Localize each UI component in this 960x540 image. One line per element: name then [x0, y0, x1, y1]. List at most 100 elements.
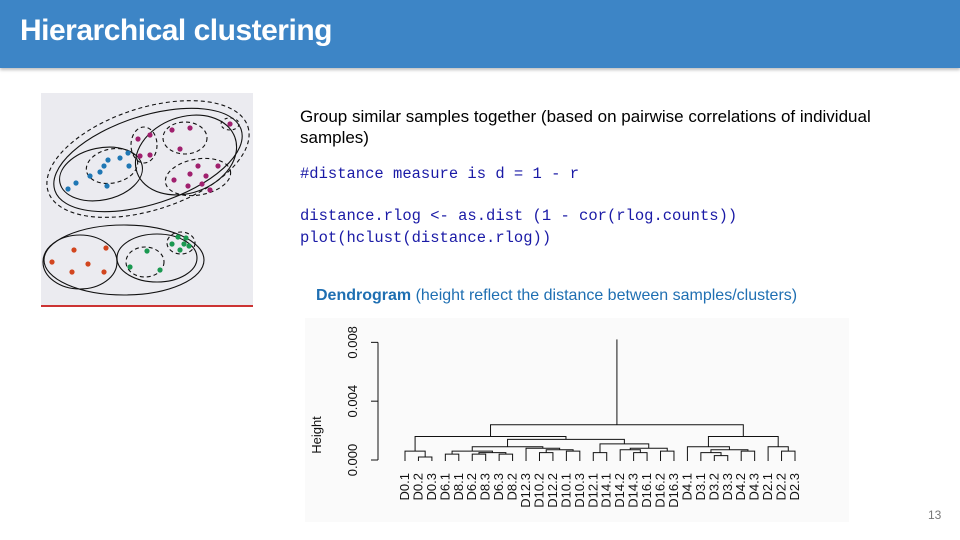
y-tick-label: 0.008: [345, 326, 360, 359]
red-sample-point: [103, 245, 109, 251]
magenta-sample-point: [207, 187, 213, 193]
magenta-sample-point: [137, 153, 143, 159]
dendrogram-chart: 0.000 0.004 0.008 Height D0.1 D0.2 D0.3 D6.1 D8.…: [305, 318, 849, 522]
y-axis: [371, 341, 379, 461]
dendrogram-link: [599, 443, 650, 453]
leaf-label: D4.1: [679, 473, 694, 500]
dendrogram-link: [490, 424, 744, 437]
leaf-label: D8.2: [505, 473, 520, 500]
dendrogram-link: [498, 453, 514, 461]
magenta-sample-point: [203, 173, 209, 179]
page-number: 13: [928, 508, 942, 522]
blue-sample-point: [65, 186, 71, 192]
slide-header: Hierarchical clustering: [0, 0, 960, 68]
green-sample-point: [127, 264, 133, 270]
top-inner-solid-ring: [53, 107, 243, 213]
leaf-label: D10.1: [558, 473, 573, 508]
dendrogram-link: [507, 438, 625, 447]
leaf-label: D12.2: [545, 473, 560, 508]
magenta-dashed-ring-3: [164, 157, 232, 197]
description-text: Group similar samples together (based on…: [300, 107, 871, 147]
leaf-label: D2.3: [787, 473, 802, 500]
leaf-label: D14.2: [612, 473, 627, 508]
blue-sample-point: [126, 163, 132, 169]
leaf-label: D10.3: [572, 473, 587, 508]
magenta-dashed-ring-1: [130, 126, 158, 164]
dendrogram-link: [700, 452, 722, 461]
dendrogram-link: [710, 449, 749, 453]
dendrogram-link: [545, 449, 574, 453]
y-tick-label: 0.000: [345, 444, 360, 477]
magenta-dashed-ring-2: [162, 121, 208, 155]
dendrogram-link: [767, 446, 789, 461]
figure-border-line: [41, 305, 253, 307]
dendrogram-caption-rest: (height reflect the distance between sam…: [411, 287, 798, 304]
green-dashed-ring-1: [125, 246, 165, 278]
magenta-sample-point: [177, 146, 183, 152]
leaf-label: D16.2: [653, 473, 668, 508]
dendrogram-link: [619, 449, 641, 461]
magenta-sample-point: [195, 163, 201, 169]
blue-sample-point: [104, 183, 110, 189]
blue-sample-point: [97, 169, 103, 175]
magenta-sample-point: [215, 163, 221, 169]
dendrogram-link: [417, 456, 433, 461]
blue-sample-point: [73, 180, 79, 186]
magenta-sample-point: [187, 125, 193, 131]
leaf-label: D4.3: [747, 473, 762, 500]
red-sample-point: [85, 261, 91, 267]
dendrogram-link: [414, 435, 567, 452]
leaf-label: D12.1: [585, 473, 600, 508]
green-sample-point: [181, 241, 187, 247]
dendrogram-link: [538, 452, 554, 461]
blue-sample-point: [105, 157, 111, 163]
green-solid-ring: [116, 233, 198, 283]
dendrogram-link: [686, 446, 730, 461]
dendrogram-link: [404, 450, 426, 461]
leaf-label: D8.1: [451, 473, 466, 500]
dendrogram-svg: 0.0000.0040.008HeightD0.1D0.2D0.3D6.1D8.…: [309, 326, 802, 508]
dendrogram-link: [471, 453, 487, 461]
green-sample-point: [144, 248, 150, 254]
dendrogram-link: [633, 452, 648, 461]
magenta-sample-point: [227, 121, 233, 127]
leaf-label: D8.3: [478, 473, 493, 500]
blue-sample-point: [125, 150, 131, 156]
green-sample-point: [157, 267, 163, 273]
blue-solid-ring: [59, 146, 143, 202]
green-sample-point: [175, 234, 181, 240]
y-tick-label: 0.004: [345, 385, 360, 418]
leaf-label: D14.3: [626, 473, 641, 508]
dendrogram-link: [660, 450, 675, 461]
leaf-label: D4.2: [733, 473, 748, 500]
leaf-label: D12.3: [518, 473, 533, 508]
red-sample-point: [49, 259, 55, 265]
leaf-label: D16.1: [639, 473, 654, 508]
leaf-label: D0.3: [424, 473, 439, 500]
blue-dashed-ring: [85, 147, 139, 185]
code-comment: #distance measure is d = 1 - r: [300, 165, 580, 183]
blue-sample-point: [117, 155, 123, 161]
cluster-points: [49, 121, 233, 275]
green-sample-point: [183, 235, 189, 241]
dendrogram-caption: Dendrogram (height reflect the distance …: [316, 287, 797, 305]
dendrogram-link: [444, 453, 460, 461]
leaf-label: D16.3: [666, 473, 681, 508]
leaf-label: D6.3: [491, 473, 506, 500]
magenta-dashed-ring-4: [220, 117, 240, 131]
leaf-label: D3.1: [693, 473, 708, 500]
top-outer-dashed-ring: [46, 100, 250, 218]
dendrogram-link: [707, 435, 779, 447]
cluster-illustration: [41, 93, 253, 307]
code-line-2: plot(hclust(distance.rlog)): [300, 229, 552, 247]
magenta-sample-point: [199, 181, 205, 187]
red-sample-point: [71, 247, 77, 253]
cluster-diagram: [41, 100, 253, 307]
bottom-outer-ring: [43, 224, 205, 296]
magenta-sample-point: [147, 152, 153, 158]
magenta-solid-ring: [134, 114, 238, 196]
leaf-label: D0.2: [410, 473, 425, 500]
magenta-sample-point: [185, 183, 191, 189]
red-sample-point: [69, 269, 75, 275]
leaf-label: D2.1: [760, 473, 775, 500]
